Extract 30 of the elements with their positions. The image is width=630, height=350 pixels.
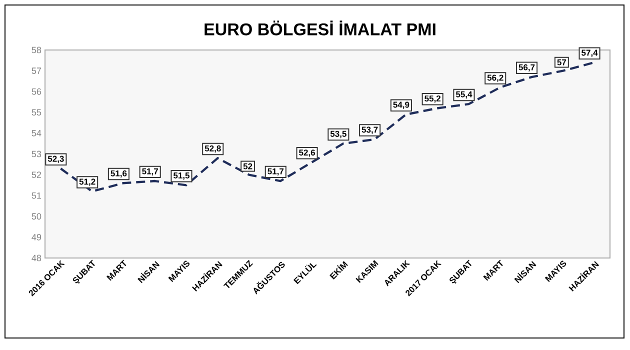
y-tick-label: 49	[32, 234, 42, 240]
data-label: 51,7	[142, 168, 158, 176]
data-label: 56,7	[518, 64, 535, 72]
data-label: 51,6	[110, 170, 127, 178]
y-tick-label: 50	[32, 213, 42, 220]
data-label: 51,2	[79, 178, 96, 186]
y-tick-label: 51	[32, 192, 42, 199]
y-tick-label: 55	[32, 109, 42, 116]
y-tick-label: 54	[32, 130, 42, 136]
data-label: 52,6	[299, 150, 315, 157]
data-label: 57,4	[582, 50, 598, 57]
data-label: 52	[243, 163, 252, 170]
y-tick-label: 56	[32, 88, 42, 95]
y-tick-label: 52	[32, 172, 42, 178]
chart-title: EURO BÖLGESİ İMALAT PMI	[204, 20, 436, 36]
data-label: 53,7	[362, 126, 378, 134]
data-label: 51,5	[173, 172, 190, 180]
data-label: 56,2	[487, 74, 504, 82]
data-label: 53,5	[330, 130, 346, 138]
y-tick-label: 53	[32, 150, 42, 158]
data-label: 55,4	[456, 91, 472, 99]
y-tick-label: 48	[32, 254, 42, 262]
data-label: 52,3	[48, 156, 64, 164]
y-tick-label: 57	[32, 68, 42, 74]
data-label: 52,8	[204, 145, 221, 153]
data-label: 51,7	[268, 168, 284, 176]
data-label: 54,9	[393, 102, 410, 109]
data-label: 57	[557, 59, 566, 66]
data-label: 55,2	[424, 95, 441, 103]
y-tick-label: 58	[32, 46, 42, 54]
